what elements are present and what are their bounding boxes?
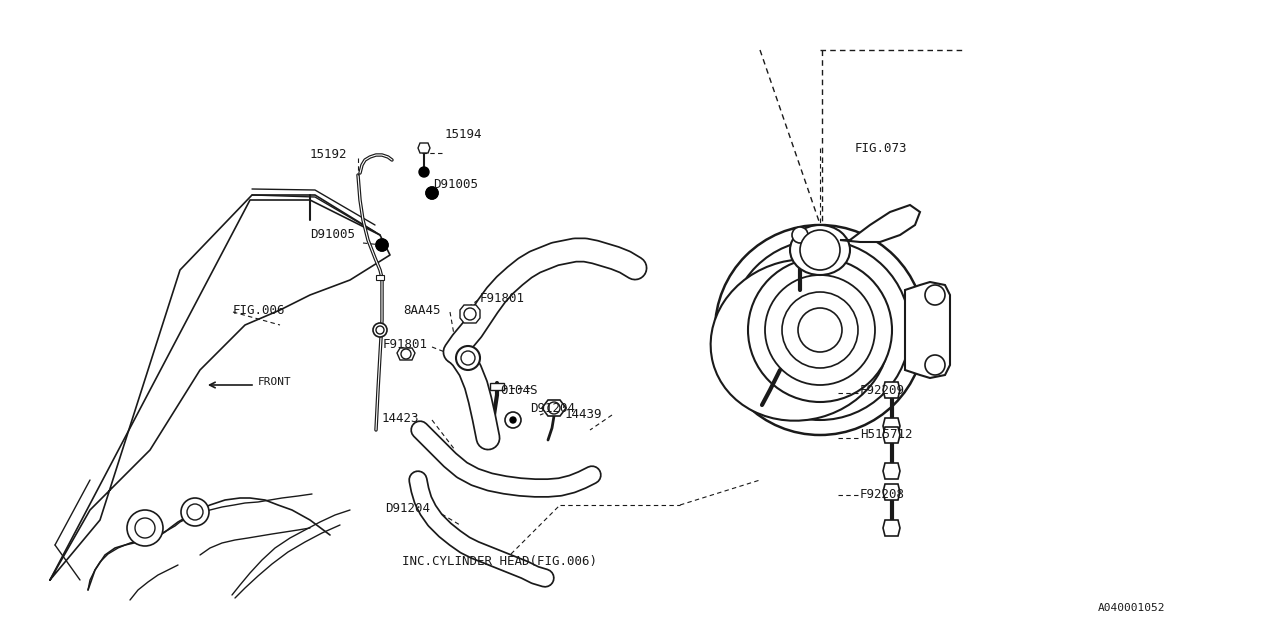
Circle shape (792, 227, 808, 243)
Circle shape (730, 240, 910, 420)
Text: 14423: 14423 (381, 412, 420, 424)
Polygon shape (397, 348, 415, 360)
Polygon shape (883, 382, 900, 398)
Circle shape (716, 225, 925, 435)
Text: H515712: H515712 (860, 429, 913, 442)
Text: FIG.006: FIG.006 (233, 303, 285, 317)
Circle shape (376, 239, 388, 251)
Circle shape (180, 498, 209, 526)
Circle shape (765, 275, 876, 385)
Text: 8AA45: 8AA45 (403, 303, 440, 317)
Polygon shape (376, 275, 384, 280)
Circle shape (509, 417, 516, 423)
Circle shape (748, 258, 892, 402)
Polygon shape (883, 418, 900, 434)
Circle shape (506, 412, 521, 428)
Circle shape (456, 346, 480, 370)
Text: F92208: F92208 (860, 488, 905, 502)
Text: 15192: 15192 (310, 148, 347, 161)
Polygon shape (840, 205, 920, 242)
Text: F92209: F92209 (860, 383, 905, 397)
Polygon shape (490, 383, 504, 390)
Text: 14439: 14439 (564, 408, 603, 422)
Polygon shape (905, 282, 950, 378)
Text: F91801: F91801 (480, 291, 525, 305)
Text: INC.CYLINDER HEAD(FIG.006): INC.CYLINDER HEAD(FIG.006) (402, 556, 598, 568)
Circle shape (925, 285, 945, 305)
Circle shape (419, 167, 429, 177)
Polygon shape (883, 463, 900, 479)
Polygon shape (883, 427, 900, 443)
Polygon shape (541, 400, 566, 416)
Text: D91005: D91005 (310, 228, 355, 241)
Circle shape (372, 323, 387, 337)
Circle shape (127, 510, 163, 546)
Ellipse shape (790, 225, 850, 275)
Text: D91204: D91204 (530, 401, 575, 415)
Text: 0104S: 0104S (500, 383, 538, 397)
Polygon shape (883, 520, 900, 536)
Circle shape (797, 308, 842, 352)
Text: FIG.073: FIG.073 (855, 141, 908, 154)
Circle shape (782, 292, 858, 368)
Text: F91801: F91801 (383, 339, 428, 351)
Circle shape (925, 355, 945, 375)
Text: FRONT: FRONT (259, 377, 292, 387)
Text: D91204: D91204 (385, 502, 430, 515)
Circle shape (800, 230, 840, 270)
Text: D91005: D91005 (433, 179, 477, 191)
Text: A040001052: A040001052 (1097, 603, 1165, 613)
Text: 15194: 15194 (445, 129, 483, 141)
Polygon shape (460, 305, 480, 323)
Ellipse shape (710, 259, 890, 420)
Circle shape (426, 187, 438, 199)
Polygon shape (419, 143, 430, 153)
Polygon shape (883, 484, 900, 500)
